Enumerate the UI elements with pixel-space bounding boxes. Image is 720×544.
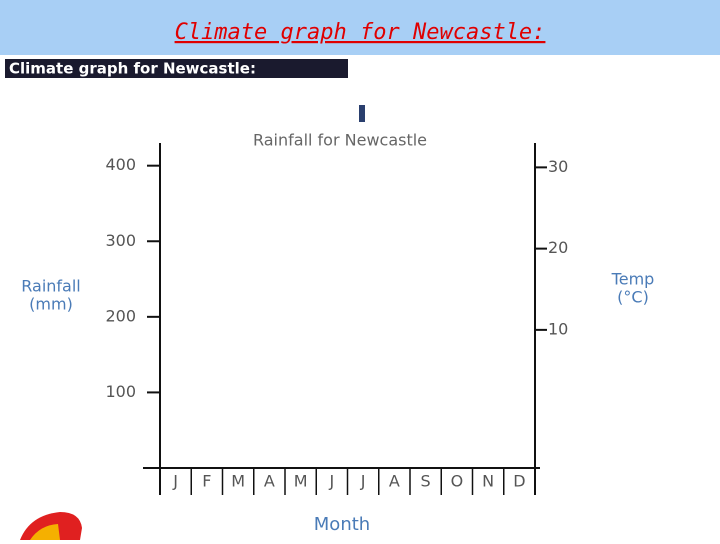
y2-tick-label: 30 — [548, 157, 568, 176]
x-tick-label: A — [264, 472, 275, 491]
header-bar — [0, 0, 720, 55]
y-tick-label: 400 — [105, 155, 136, 174]
caption-box — [5, 59, 348, 78]
y-axis-label: Rainfall — [21, 277, 80, 296]
y-tick-label: 200 — [105, 306, 136, 325]
slide-title: Climate graph for Newcastle: — [175, 20, 546, 45]
x-tick-label: D — [513, 472, 525, 491]
y2-axis-label: Temp — [611, 270, 655, 289]
y-tick-label: 300 — [105, 231, 136, 250]
x-tick-label: N — [482, 472, 494, 491]
y2-tick-label: 20 — [548, 238, 568, 257]
x-tick-label: M — [231, 472, 245, 491]
logo-inner — [30, 524, 60, 540]
x-axis-label: Month — [314, 514, 370, 535]
y2-tick-label: 10 — [548, 319, 568, 338]
chart: 100 200 300 400 10 20 30 Rainfall(mm) Temp(°C) Mo… — [21, 143, 654, 535]
chart-title: Climate graph for Newcastle: — [9, 60, 256, 78]
x-tick-label: J — [329, 472, 335, 491]
x-tick-label: S — [421, 472, 431, 491]
y-tick-label: 100 — [105, 382, 136, 401]
y2-axis-label: (°C) — [617, 288, 649, 307]
chart-subtitle: Rainfall for Newcastle — [253, 131, 427, 150]
x-tick-label: F — [202, 472, 211, 491]
x-tick-label: M — [294, 472, 308, 491]
x-tick-label: J — [172, 472, 178, 491]
marker — [359, 105, 365, 122]
y-axis-label: (mm) — [29, 295, 73, 314]
x-tick-label: O — [451, 472, 464, 491]
x-tick-label: J — [360, 472, 366, 491]
x-tick-label: A — [389, 472, 400, 491]
